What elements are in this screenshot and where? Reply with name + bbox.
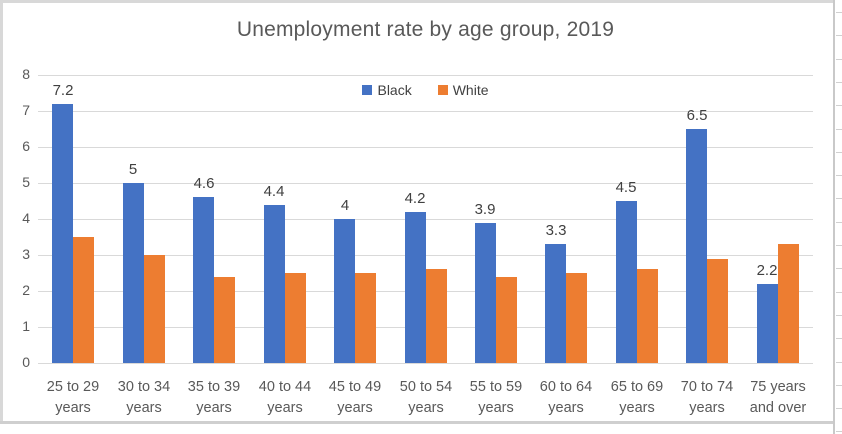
gridline-8 [38, 75, 813, 76]
y-tick-label-1: 1 [22, 318, 30, 334]
bar-black-10[interactable] [757, 284, 778, 363]
data-label-black-0: 7.2 [52, 82, 74, 99]
bar-black-9[interactable] [686, 129, 707, 363]
y-tick-label-8: 8 [22, 66, 30, 82]
worksheet-column-edge [833, 0, 835, 434]
x-category-label-1: 30 to 34 years [117, 379, 171, 416]
x-category-label-0: 25 to 29 years [46, 379, 100, 416]
plot-area: 7.2 5 4.6 4.4 4 4.2 3.9 3.3 4.5 6.5 2.2 [38, 75, 813, 364]
x-category-label-8: 65 to 69 years [610, 379, 664, 416]
chart-border-bottom [0, 421, 835, 424]
chart-legend: Black White [38, 80, 813, 100]
data-label-black-3: 4.4 [263, 183, 285, 200]
data-label-black-9: 6.5 [686, 107, 708, 124]
chart-border-top [0, 0, 835, 3]
bar-white-0[interactable] [73, 237, 94, 363]
bar-white-4[interactable] [355, 273, 376, 363]
worksheet-row-line [836, 198, 842, 199]
x-category-label-4: 45 to 49 years [328, 379, 382, 416]
x-category-label-10: 75 years and over [749, 379, 807, 416]
bar-white-8[interactable] [637, 269, 658, 363]
y-tick-label-6: 6 [22, 138, 30, 154]
worksheet-row-line [836, 315, 842, 316]
y-tick-label-0: 0 [22, 354, 30, 370]
y-tick-label-4: 4 [22, 210, 30, 226]
worksheet-row-line [836, 129, 842, 130]
worksheet-row-line [836, 245, 842, 246]
bar-black-6[interactable] [475, 223, 496, 363]
data-label-black-7: 3.3 [545, 222, 567, 239]
x-category-label-5: 50 to 54 years [399, 379, 453, 416]
worksheet-row-line [836, 431, 842, 432]
legend-swatch-black [362, 85, 373, 95]
x-category-label-3: 40 to 44 years [258, 379, 312, 416]
worksheet-row-line [836, 222, 842, 223]
bar-white-3[interactable] [285, 273, 306, 363]
legend-swatch-white [437, 85, 448, 95]
bar-white-6[interactable] [496, 277, 517, 363]
worksheet-row-line [836, 12, 842, 13]
data-label-black-2: 4.6 [193, 175, 215, 192]
bar-black-8[interactable] [616, 201, 637, 363]
data-label-black-4: 4 [340, 197, 350, 214]
worksheet-row-line [836, 385, 842, 386]
bar-black-0[interactable] [52, 104, 73, 363]
legend-label-white: White [452, 82, 489, 98]
legend-item-black[interactable]: Black [362, 82, 412, 98]
x-category-label-9: 70 to 74 years [680, 379, 734, 416]
data-label-black-8: 4.5 [615, 179, 637, 196]
bar-black-3[interactable] [264, 205, 285, 363]
chart-title[interactable]: Unemployment rate by age group, 2019 [236, 18, 615, 41]
worksheet-row-line [836, 292, 842, 293]
worksheet-row-line [836, 362, 842, 363]
gridline-7 [38, 111, 813, 112]
bar-white-7[interactable] [566, 273, 587, 363]
chart-border-left [0, 0, 3, 424]
worksheet-row-line [836, 338, 842, 339]
y-tick-label-3: 3 [22, 246, 30, 262]
legend-item-white[interactable]: White [437, 82, 489, 98]
y-tick-label-2: 2 [22, 282, 30, 298]
data-label-black-6: 3.9 [474, 201, 496, 218]
y-tick-label-5: 5 [22, 174, 30, 190]
bar-white-9[interactable] [707, 259, 728, 363]
bar-white-5[interactable] [426, 269, 447, 363]
x-category-label-6: 55 to 59 years [469, 379, 523, 416]
x-category-label-7: 60 to 64 years [539, 379, 593, 416]
worksheet-cells-strip [835, 0, 842, 434]
worksheet-row-line [836, 59, 842, 60]
worksheet-row-line [836, 175, 842, 176]
worksheet-row-line [836, 408, 842, 409]
x-category-label-2: 35 to 39 years [187, 379, 241, 416]
bar-black-4[interactable] [334, 219, 355, 363]
bar-black-2[interactable] [193, 197, 214, 363]
gridline-0 [38, 363, 813, 364]
data-label-black-1: 5 [128, 161, 138, 178]
bar-white-10[interactable] [778, 244, 799, 363]
worksheet-row-line [836, 152, 842, 153]
worksheet-row-line [836, 82, 842, 83]
gridline-6 [38, 147, 813, 148]
gridline-5 [38, 183, 813, 184]
legend-label-black: Black [377, 82, 412, 98]
data-label-black-10: 2.2 [756, 262, 778, 279]
y-tick-label-7: 7 [22, 102, 30, 118]
bar-white-1[interactable] [144, 255, 165, 363]
bar-black-7[interactable] [545, 244, 566, 363]
worksheet-row-line [836, 35, 842, 36]
bar-black-1[interactable] [123, 183, 144, 363]
worksheet-row-line [836, 105, 842, 106]
worksheet-row-line [836, 268, 842, 269]
data-label-black-5: 4.2 [404, 190, 426, 207]
bar-white-2[interactable] [214, 277, 235, 363]
bar-black-5[interactable] [405, 212, 426, 363]
